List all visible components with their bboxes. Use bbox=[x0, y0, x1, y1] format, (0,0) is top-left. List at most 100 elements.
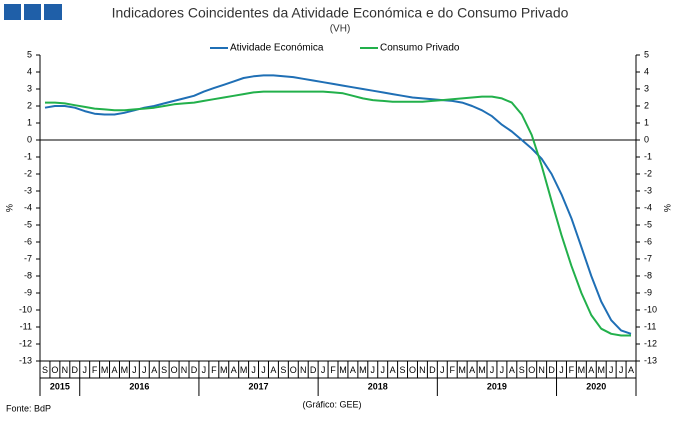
y-tick-label: -8 bbox=[24, 270, 32, 280]
x-tick-label: J bbox=[380, 365, 385, 375]
x-tick-label: M bbox=[101, 365, 109, 375]
x-tick-label: J bbox=[609, 365, 614, 375]
x-tick-label: S bbox=[42, 365, 48, 375]
x-tick-label: A bbox=[469, 365, 475, 375]
x-tick-label: F bbox=[92, 365, 98, 375]
x-tick-label: J bbox=[559, 365, 564, 375]
x-tick-label: M bbox=[478, 365, 486, 375]
x-tick-label: A bbox=[111, 365, 117, 375]
year-label: 2016 bbox=[129, 381, 149, 391]
x-tick-label: J bbox=[251, 365, 256, 375]
year-label: 2017 bbox=[249, 381, 269, 391]
y2-tick-label: -5 bbox=[644, 219, 652, 229]
x-tick-label: M bbox=[121, 365, 129, 375]
x-tick-label: J bbox=[490, 365, 495, 375]
year-label: 2019 bbox=[487, 381, 507, 391]
x-tick-label: O bbox=[51, 365, 58, 375]
x-tick-label: A bbox=[350, 365, 356, 375]
x-tick-label: O bbox=[409, 365, 416, 375]
y-tick-label: 3 bbox=[27, 83, 32, 93]
x-tick-label: N bbox=[300, 365, 307, 375]
x-tick-label: M bbox=[339, 365, 347, 375]
data-line bbox=[45, 90, 631, 337]
x-tick-label: O bbox=[528, 365, 535, 375]
x-tick-label: O bbox=[171, 365, 178, 375]
y2-tick-label: -12 bbox=[644, 338, 657, 348]
year-label: 2020 bbox=[586, 381, 606, 391]
x-tick-label: A bbox=[628, 365, 634, 375]
x-tick-label: A bbox=[151, 365, 157, 375]
x-tick-label: N bbox=[181, 365, 188, 375]
y-tick-label: -11 bbox=[20, 321, 32, 331]
x-tick-label: N bbox=[62, 365, 69, 375]
x-tick-label: M bbox=[220, 365, 228, 375]
x-tick-label: N bbox=[538, 365, 545, 375]
x-tick-label: J bbox=[132, 365, 137, 375]
y2-tick-label: -13 bbox=[644, 355, 657, 365]
y-tick-label: -13 bbox=[19, 355, 32, 365]
y-tick-label: -4 bbox=[24, 202, 32, 212]
y-tick-label: -5 bbox=[24, 219, 32, 229]
y2-tick-label: 5 bbox=[644, 49, 649, 59]
legend-label: Atividade Económica bbox=[230, 43, 324, 54]
y-tick-label: 1 bbox=[27, 117, 32, 127]
x-tick-label: N bbox=[419, 365, 426, 375]
x-tick-label: D bbox=[429, 365, 436, 375]
y-tick-label: 0 bbox=[27, 134, 32, 144]
y2-tick-label: -10 bbox=[644, 304, 657, 314]
y-tick-label: 5 bbox=[27, 49, 32, 59]
y2-tick-label: -9 bbox=[644, 287, 652, 297]
x-tick-label: J bbox=[619, 365, 624, 375]
y-axis-label: % bbox=[4, 204, 14, 212]
y2-tick-label: -6 bbox=[644, 236, 652, 246]
x-tick-label: J bbox=[261, 365, 266, 375]
y2-tick-label: -8 bbox=[644, 270, 652, 280]
y-tick-label: 2 bbox=[27, 100, 32, 110]
y2-tick-label: 1 bbox=[644, 117, 649, 127]
year-label: 2018 bbox=[368, 381, 388, 391]
x-tick-label: A bbox=[588, 365, 594, 375]
y2-tick-label: -2 bbox=[644, 168, 652, 178]
x-tick-label: D bbox=[191, 365, 198, 375]
y2-tick-label: 3 bbox=[644, 83, 649, 93]
y2-axis-label: % bbox=[662, 204, 672, 212]
x-tick-label: D bbox=[310, 365, 317, 375]
y-tick-label: -1 bbox=[24, 151, 32, 161]
y2-tick-label: -1 bbox=[644, 151, 652, 161]
x-tick-label: J bbox=[321, 365, 326, 375]
y2-tick-label: 4 bbox=[644, 66, 649, 76]
x-tick-label: F bbox=[449, 365, 455, 375]
y2-tick-label: 0 bbox=[644, 134, 649, 144]
y-tick-label: -10 bbox=[19, 304, 32, 314]
x-tick-label: O bbox=[290, 365, 297, 375]
x-tick-label: D bbox=[72, 365, 79, 375]
y-tick-label: -3 bbox=[24, 185, 32, 195]
x-tick-label: S bbox=[519, 365, 525, 375]
y2-tick-label: -3 bbox=[644, 185, 652, 195]
y2-tick-label: 2 bbox=[644, 100, 649, 110]
logo-block bbox=[24, 4, 41, 20]
y-tick-label: -7 bbox=[24, 253, 32, 263]
x-tick-label: A bbox=[509, 365, 515, 375]
x-tick-label: A bbox=[390, 365, 396, 375]
x-tick-label: J bbox=[500, 365, 505, 375]
y-tick-label: 4 bbox=[27, 66, 32, 76]
y2-tick-label: -11 bbox=[644, 321, 656, 331]
source: Fonte: BdP bbox=[6, 403, 51, 413]
x-tick-label: J bbox=[202, 365, 207, 375]
x-tick-label: A bbox=[270, 365, 276, 375]
chart-title: Indicadores Coincidentes da Atividade Ec… bbox=[112, 5, 569, 21]
y2-tick-label: -4 bbox=[644, 202, 652, 212]
x-tick-label: S bbox=[280, 365, 286, 375]
x-tick-label: M bbox=[240, 365, 248, 375]
x-tick-label: A bbox=[231, 365, 237, 375]
x-tick-label: F bbox=[569, 365, 575, 375]
legend-label: Consumo Privado bbox=[380, 43, 460, 54]
y-tick-label: -12 bbox=[19, 338, 32, 348]
x-tick-label: D bbox=[548, 365, 555, 375]
x-tick-label: M bbox=[458, 365, 466, 375]
logo-block bbox=[44, 4, 62, 20]
y-tick-label: -6 bbox=[24, 236, 32, 246]
x-tick-label: S bbox=[400, 365, 406, 375]
